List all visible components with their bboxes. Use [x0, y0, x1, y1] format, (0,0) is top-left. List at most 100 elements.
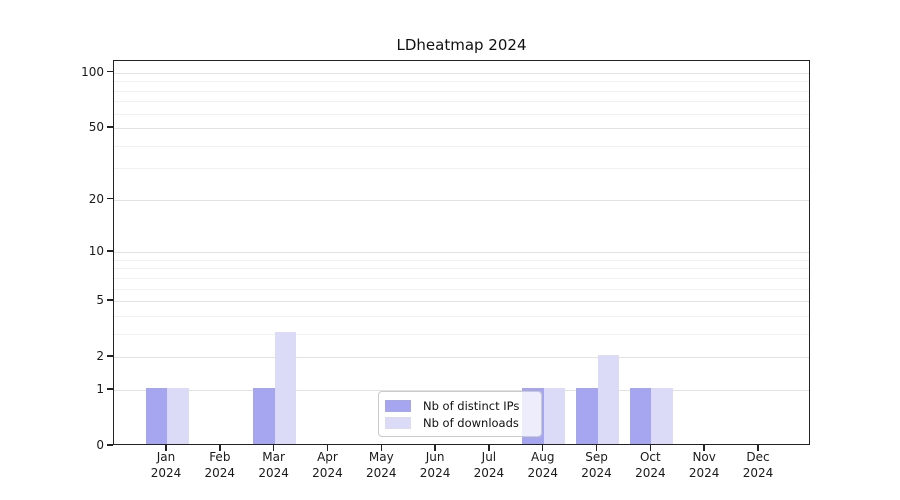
minor-gridline — [114, 81, 809, 83]
x-tick-year: 2024 — [204, 465, 236, 480]
x-tick-label: Sep 2024 — [555, 450, 639, 481]
minor-gridline — [114, 288, 809, 290]
x-tick-month: Nov — [692, 450, 716, 464]
x-tick-label: Dec 2024 — [716, 450, 800, 481]
x-tick-year: 2024 — [312, 465, 343, 480]
x-tick-month: Jun — [425, 450, 445, 464]
x-tick-mark — [165, 445, 167, 451]
x-tick-month: Jul — [481, 450, 497, 464]
major-gridline — [114, 252, 809, 254]
x-tick-year: 2024 — [473, 465, 505, 480]
x-tick-mark — [542, 445, 544, 451]
x-tick-month: Aug — [531, 450, 555, 464]
bar-distinct-ips-oct — [629, 387, 652, 444]
x-tick-month: Oct — [639, 450, 661, 464]
x-tick-label: Feb 2024 — [178, 450, 262, 481]
minor-gridline — [114, 90, 809, 92]
y-tick-label: 100 — [81, 64, 104, 79]
bar-distinct-ips-jan — [145, 387, 167, 444]
major-gridline — [114, 357, 809, 359]
y-tick-label: 5 — [96, 293, 104, 308]
legend-label-downloads: Nb of downloads — [423, 415, 519, 430]
major-gridline — [114, 72, 809, 74]
major-gridline — [114, 199, 809, 201]
y-tick-label: 2 — [96, 349, 104, 364]
legend: Nb of distinct IPs Nb of downloads — [378, 391, 542, 437]
x-tick-mark — [488, 445, 490, 451]
x-tick-label: May 2024 — [339, 450, 423, 481]
legend-swatch-distinct-ips — [385, 399, 411, 412]
y-tick-label: 1 — [96, 381, 104, 396]
y-tick-mark — [107, 355, 113, 357]
y-tick-label: 50 — [88, 120, 104, 135]
bars-layer — [114, 61, 809, 444]
bar-downloads-mar — [274, 331, 297, 444]
y-tick-mark — [107, 71, 113, 73]
x-tick-label: Oct 2024 — [608, 450, 692, 481]
chart-title: LDheatmap 2024 — [396, 36, 527, 54]
bar-distinct-ips-mar — [253, 387, 275, 444]
minor-gridline — [114, 315, 809, 317]
minor-gridline — [114, 277, 809, 279]
x-tick-label: Jun 2024 — [393, 450, 477, 481]
x-tick-month: Mar — [262, 450, 285, 464]
x-tick-label: Jul 2024 — [447, 450, 531, 481]
x-tick-month: Sep — [585, 450, 608, 464]
y-tick-mark — [107, 388, 113, 390]
major-gridline — [114, 301, 809, 303]
major-gridline — [114, 128, 809, 130]
minor-gridline — [114, 259, 809, 261]
x-tick-year: 2024 — [742, 465, 774, 480]
x-tick-mark — [380, 445, 382, 451]
bar-downloads-sep — [597, 355, 620, 444]
y-tick-label: 0 — [96, 438, 104, 452]
x-tick-label: Mar 2024 — [232, 450, 316, 481]
y-tick-label: 20 — [88, 191, 104, 206]
plot-area — [113, 60, 810, 445]
x-tick-mark — [219, 445, 221, 451]
bar-downloads-aug — [543, 387, 566, 444]
x-tick-year: 2024 — [419, 465, 451, 480]
y-tick-mark — [107, 250, 113, 252]
x-tick-mark — [434, 445, 436, 451]
x-tick-year: 2024 — [635, 465, 666, 480]
legend-entry-downloads: Nb of downloads — [385, 416, 535, 430]
y-tick-mark — [107, 126, 113, 128]
grid-layer — [114, 61, 809, 444]
minor-gridline — [114, 113, 809, 115]
x-tick-year: 2024 — [258, 465, 289, 480]
y-tick-label: 10 — [88, 244, 104, 259]
minor-gridline — [114, 145, 809, 147]
minor-gridline — [114, 168, 809, 170]
x-tick-label: Aug 2024 — [501, 450, 585, 481]
x-tick-year: 2024 — [527, 465, 558, 480]
minor-gridline — [114, 268, 809, 270]
x-tick-mark — [649, 445, 652, 451]
x-tick-mark — [595, 445, 598, 451]
x-tick-year: 2024 — [581, 465, 612, 480]
legend-entry-distinct-ips: Nb of distinct IPs — [385, 399, 535, 413]
x-tick-mark — [703, 445, 705, 451]
x-tick-mark — [757, 445, 759, 451]
x-tick-mark — [326, 445, 329, 451]
x-tick-label: Apr 2024 — [285, 450, 369, 481]
x-tick-year: 2024 — [688, 465, 720, 480]
bar-downloads-oct — [651, 387, 673, 444]
bar-distinct-ips-sep — [576, 387, 598, 444]
x-tick-year: 2024 — [150, 465, 182, 480]
x-tick-month: Apr — [317, 450, 338, 464]
y-tick-mark — [107, 299, 113, 301]
legend-label-distinct-ips: Nb of distinct IPs — [423, 398, 520, 413]
y-tick-mark — [107, 198, 113, 200]
x-tick-label: Nov 2024 — [662, 450, 746, 481]
bar-downloads-jan — [167, 387, 189, 444]
x-tick-year: 2024 — [365, 465, 397, 480]
x-tick-month: Jan — [156, 450, 176, 464]
y-tick-mark — [107, 444, 113, 446]
x-tick-mark — [272, 445, 275, 451]
legend-swatch-downloads — [385, 416, 411, 429]
x-tick-month: Feb — [209, 450, 231, 464]
minor-gridline — [114, 101, 809, 103]
x-tick-month: May — [368, 450, 394, 464]
